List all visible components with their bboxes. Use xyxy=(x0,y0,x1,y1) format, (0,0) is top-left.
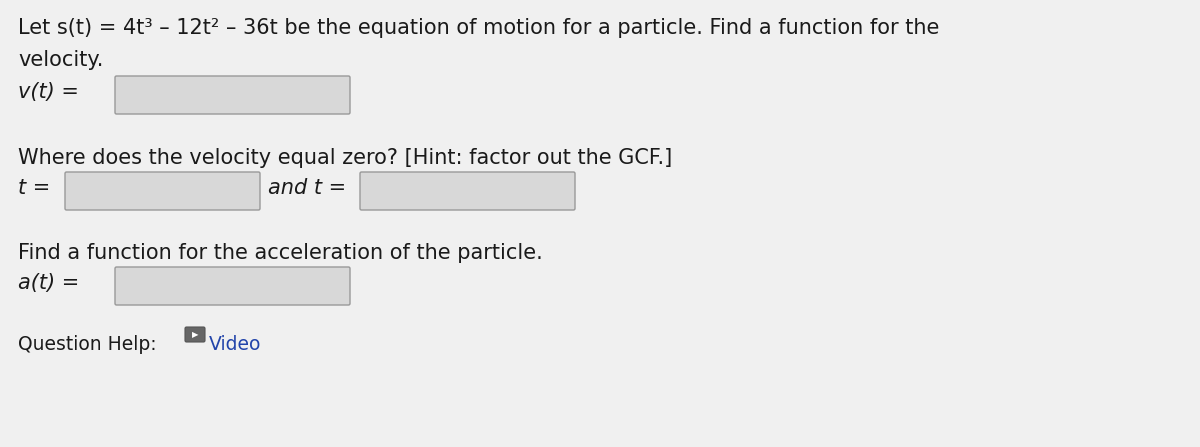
Text: Find a function for the acceleration of the particle.: Find a function for the acceleration of … xyxy=(18,243,542,263)
FancyBboxPatch shape xyxy=(115,267,350,305)
Text: v(t) =: v(t) = xyxy=(18,82,79,102)
Text: velocity.: velocity. xyxy=(18,50,103,70)
FancyBboxPatch shape xyxy=(115,76,350,114)
Text: ▶: ▶ xyxy=(192,330,198,339)
FancyBboxPatch shape xyxy=(65,172,260,210)
FancyBboxPatch shape xyxy=(185,327,205,342)
Text: Let s(t) = 4t³ – 12t² – 36t be the equation of motion for a particle. Find a fun: Let s(t) = 4t³ – 12t² – 36t be the equat… xyxy=(18,18,940,38)
Text: Video: Video xyxy=(209,335,262,354)
Text: and t =: and t = xyxy=(268,178,346,198)
Text: t =: t = xyxy=(18,178,50,198)
Text: a(t) =: a(t) = xyxy=(18,273,79,293)
Text: Where does the velocity equal zero? [Hint: factor out the GCF.]: Where does the velocity equal zero? [Hin… xyxy=(18,148,672,168)
Text: Question Help:: Question Help: xyxy=(18,335,157,354)
FancyBboxPatch shape xyxy=(360,172,575,210)
